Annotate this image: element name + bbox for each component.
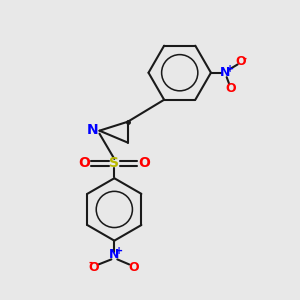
Text: +: + — [115, 246, 123, 256]
Text: O: O — [128, 261, 139, 274]
Text: S: S — [109, 156, 119, 170]
Text: -: - — [88, 258, 93, 268]
Text: O: O — [89, 261, 99, 274]
Text: N: N — [220, 66, 230, 79]
Text: O: O — [235, 55, 246, 68]
Text: N: N — [87, 123, 99, 137]
Text: N: N — [109, 248, 119, 261]
Text: -: - — [243, 54, 247, 64]
Text: O: O — [138, 156, 150, 170]
Text: +: + — [226, 64, 234, 74]
Text: O: O — [225, 82, 236, 95]
Text: O: O — [79, 156, 91, 170]
